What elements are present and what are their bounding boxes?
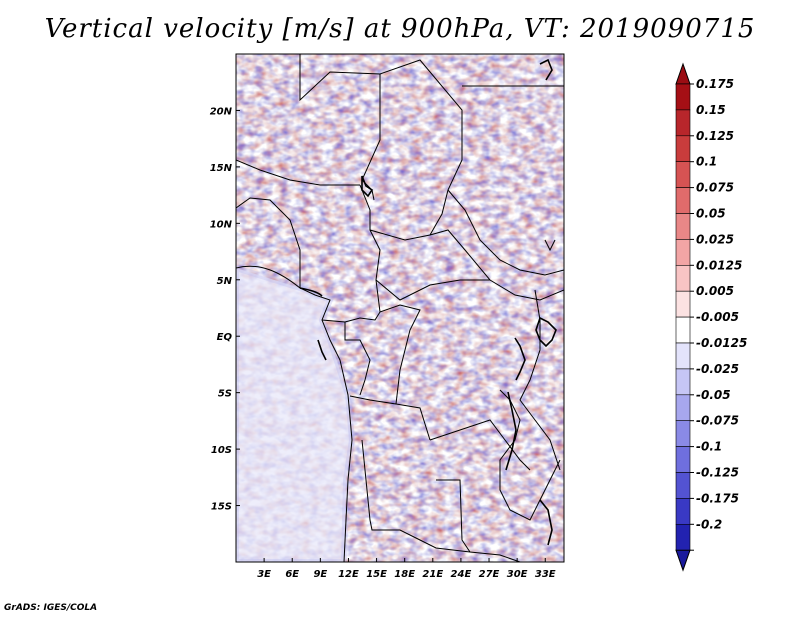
x-tick-label: 6E (285, 569, 299, 580)
colorbar-swatch (675, 446, 691, 473)
colorbar-label: 0.1 (696, 155, 717, 169)
x-tick-label: 15E (366, 569, 387, 580)
colorbar-swatch (675, 316, 691, 344)
colorbar-swatch (675, 342, 691, 370)
colorbar-swatch (675, 420, 691, 447)
colorbar-label: -0.1 (696, 440, 722, 454)
colorbar-label: -0.2 (696, 517, 722, 531)
x-tick-label: 21E (422, 569, 443, 580)
colorbar-swatch (675, 239, 691, 266)
country-borders (236, 54, 564, 562)
colorbar-swatch (675, 498, 691, 525)
x-tick-label: 33E (535, 569, 556, 580)
credit-label: GrADS: IGES/COLA (4, 603, 98, 613)
y-tick-label: 5S (218, 389, 232, 400)
y-tick-label: 15N (210, 163, 233, 174)
colorbar-label: -0.175 (696, 491, 739, 505)
y-tick-label: 15S (211, 502, 232, 513)
colorbar-label: 0.15 (696, 103, 726, 117)
y-tick-label: 5N (217, 276, 233, 287)
y-tick-label: 20N (210, 106, 233, 117)
y-tick-label: EQ (217, 332, 233, 343)
x-tick-label: 12E (338, 569, 359, 580)
colorbar-swatch (675, 523, 691, 551)
x-tick-label: 3E (257, 569, 271, 580)
colorbar-top-arrow (675, 62, 691, 85)
colorbar-label: 0.005 (696, 284, 734, 298)
x-tick-label: 24E (451, 569, 472, 580)
colorbar-label: -0.05 (696, 388, 731, 402)
map-title: Vertical velocity [m/s] at 900hPa, VT: 2… (44, 14, 756, 44)
y-axis: 20N 15N 10N 5N EQ 5S 10S 15S (210, 106, 240, 513)
colorbar-swatch (675, 264, 691, 292)
colorbar-label: 0.125 (696, 129, 734, 143)
colorbar-label: -0.0125 (696, 336, 747, 350)
x-axis: 3E 6E 9E 12E 15E 18E 21E 24E 27E 30E 33E (257, 558, 556, 580)
colorbar-swatch (675, 83, 691, 111)
colorbar-label: -0.125 (696, 466, 739, 480)
colorbar-swatch (675, 472, 691, 499)
coastlines-lakes (299, 58, 557, 546)
colorbar-swatch (675, 135, 691, 163)
velocity-field (236, 54, 564, 562)
y-tick-label: 10S (211, 445, 232, 456)
colorbar-bottom-arrow (675, 549, 691, 572)
colorbar-swatch (675, 394, 691, 421)
x-tick-label: 18E (394, 569, 415, 580)
y-tick-label: 10N (210, 219, 233, 230)
colorbar-swatch (675, 161, 691, 188)
colorbar-label: -0.075 (696, 414, 739, 428)
x-tick-label: 30E (507, 569, 528, 580)
colorbar-label: 0.0125 (696, 258, 742, 272)
colorbar-label: 0.05 (696, 207, 726, 221)
colorbar-label: -0.005 (696, 310, 739, 324)
colorbar-label: 0.025 (696, 232, 734, 246)
x-tick-label: 9E (313, 569, 327, 580)
colorbar-swatch (675, 109, 691, 137)
colorbar-label: -0.025 (696, 362, 739, 376)
colorbar: 0.175 0.15 0.125 0.1 0.075 0.05 0.025 0.0125 0.0… (675, 62, 747, 572)
x-tick-label: 27E (479, 569, 500, 580)
colorbar-swatch (675, 187, 691, 214)
colorbar-swatch (675, 213, 691, 240)
colorbar-label: 0.175 (696, 77, 734, 91)
colorbar-swatch (675, 290, 691, 318)
plot-frame (235, 53, 565, 563)
colorbar-label: 0.075 (696, 181, 734, 195)
colorbar-swatch (675, 368, 691, 396)
